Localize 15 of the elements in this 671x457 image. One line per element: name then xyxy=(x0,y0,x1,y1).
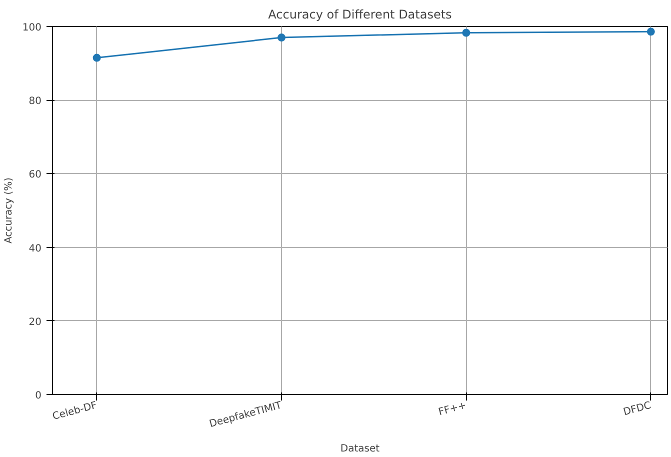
y-tick-label: 20 xyxy=(28,316,42,328)
x-tick-label: DFDC xyxy=(622,400,652,418)
y-tick-label: 80 xyxy=(28,96,42,108)
point xyxy=(92,54,101,62)
point xyxy=(462,28,470,37)
point xyxy=(646,28,655,36)
x-axis-title: Dataset xyxy=(340,443,380,454)
y-tick-label: 0 xyxy=(35,390,42,402)
y-tick-label: 40 xyxy=(28,243,42,254)
chart-title: Accuracy of Different Datasets xyxy=(268,8,452,22)
x-tick-label: FF++ xyxy=(437,400,468,418)
y-tick-label: 60 xyxy=(28,170,42,181)
y-axis-title: Accuracy (%) xyxy=(3,177,14,244)
point xyxy=(278,34,286,42)
y-tick-label: 100 xyxy=(22,22,42,34)
